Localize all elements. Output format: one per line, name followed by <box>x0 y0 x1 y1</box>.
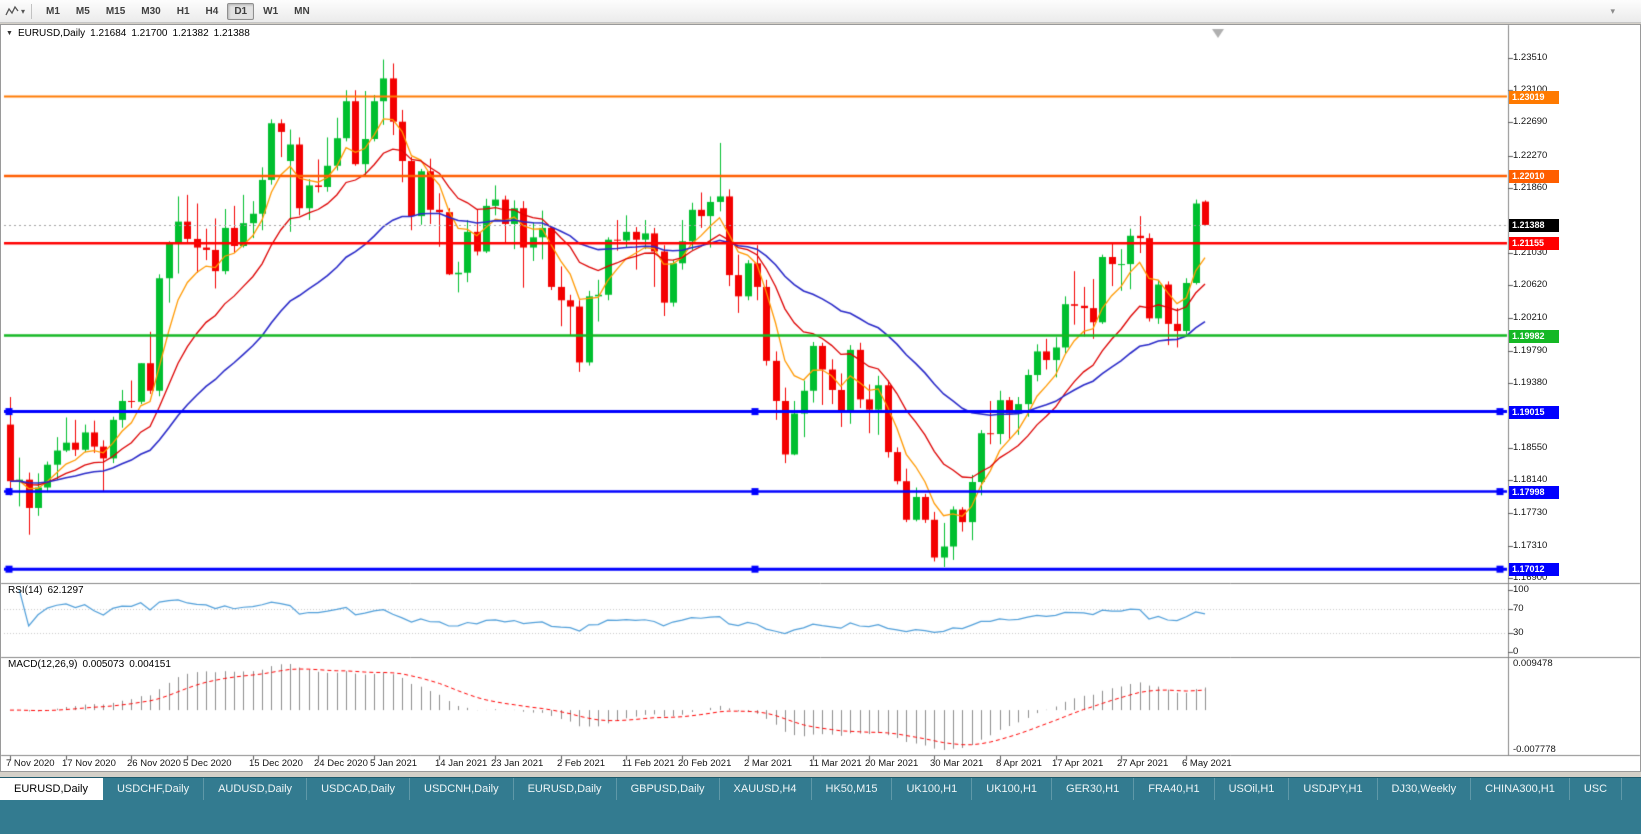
date-axis-label: 27 Apr 2021 <box>1117 758 1169 769</box>
date-axis-label: 20 Mar 2021 <box>865 758 919 769</box>
macd-axis-label-top: 0.009478 <box>1513 658 1553 669</box>
timeframe-button-m5[interactable]: M5 <box>75 5 90 17</box>
macd-indicator-title: MACD(12,26,9) 0.005073 0.004151 <box>8 659 176 670</box>
price-axis-label: 1.19790 <box>1513 345 1548 356</box>
timeframe-button-m1[interactable]: M1 <box>46 5 60 17</box>
date-axis-label: 17 Apr 2021 <box>1052 758 1104 769</box>
date-axis-label: 17 Nov 2020 <box>62 758 116 769</box>
date-axis-label: 23 Jan 2021 <box>491 758 544 769</box>
chart-tab-gbpusd-daily[interactable]: GBPUSD,Daily <box>617 778 720 800</box>
hline-price-badge: 1.23019 <box>1509 90 1559 104</box>
chart-tab-audusd-daily[interactable]: AUDUSD,Daily <box>204 778 308 800</box>
chart-low: 1.21382 <box>172 28 209 39</box>
timeframe-button-d1[interactable]: D1 <box>227 2 255 20</box>
date-axis-label: 2 Feb 2021 <box>557 758 606 769</box>
date-axis-label: 11 Mar 2021 <box>809 758 862 769</box>
chart-tab-ger30-h1[interactable]: GER30,H1 <box>1052 778 1135 800</box>
chart-tab-usc[interactable]: USC <box>1570 778 1623 800</box>
toolbar-separator <box>31 3 33 19</box>
chart-tab-china300-h1[interactable]: CHINA300,H1 <box>1471 778 1570 800</box>
chart-symbol-period: EURUSD,Daily <box>17 28 86 39</box>
one-click-trading-arrow[interactable]: ▼ <box>6 30 13 37</box>
timeframe-button-h1[interactable]: H1 <box>176 5 190 17</box>
price-axis-label: 1.20210 <box>1513 312 1548 323</box>
chart-tab-eurusd-daily[interactable]: EURUSD,Daily <box>514 778 617 800</box>
date-axis-label: 6 May 2021 <box>1182 758 1232 769</box>
chart-type-icon[interactable] <box>5 5 20 18</box>
toolbar: ▾ M1 M5 M15 M30 H1 H4 D1 W1 MN ▾ <box>0 0 1641 23</box>
chart-tab-usdchf-daily[interactable]: USDCHF,Daily <box>103 778 205 800</box>
date-axis-label: 20 Feb 2021 <box>678 758 732 769</box>
price-axis-label: 1.23510 <box>1513 52 1548 63</box>
date-axis-label: 30 Mar 2021 <box>930 758 984 769</box>
chart-title: ▼ EURUSD,Daily 1.21684 1.21700 1.21382 1.2138… <box>6 28 255 39</box>
timeframe-button-h4[interactable]: H4 <box>205 5 219 17</box>
price-axis-label: 1.18550 <box>1513 442 1548 453</box>
timeframe-button-m30[interactable]: M30 <box>141 5 161 17</box>
hline-price-badge: 1.22010 <box>1509 169 1559 183</box>
macd-value-signal: 0.004151 <box>129 659 171 670</box>
hline-price-badge: 1.19015 <box>1509 405 1559 419</box>
chart-tab-eurusd-daily[interactable]: EURUSD,Daily <box>0 778 103 800</box>
rsi-axis-label: 30 <box>1513 627 1524 638</box>
price-axis-label: 1.21860 <box>1513 182 1548 193</box>
chart-tab-uk100-h1[interactable]: UK100,H1 <box>972 778 1053 800</box>
price-axis-label: 1.22690 <box>1513 116 1548 127</box>
price-axis-label: 1.18140 <box>1513 474 1548 485</box>
toolbar-overflow-icon[interactable]: ▾ <box>1610 5 1615 16</box>
date-axis-label: 2 Mar 2021 <box>744 758 793 769</box>
date-axis-label: 14 Jan 2021 <box>435 758 488 769</box>
price-axis-label: 1.16900 <box>1513 572 1548 583</box>
timeframe-button-m15[interactable]: M15 <box>105 5 126 17</box>
current-price-badge: 1.21388 <box>1509 218 1559 232</box>
chart-tab-hk50-m15[interactable]: HK50,M15 <box>812 778 893 800</box>
chart-tab-usoil-h1[interactable]: USOil,H1 <box>1215 778 1290 800</box>
date-axis-label: 5 Jan 2021 <box>370 758 418 769</box>
chart-open: 1.21684 <box>90 28 127 39</box>
date-axis-label: 7 Nov 2020 <box>6 758 55 769</box>
rsi-indicator-title: RSI(14) 62.1297 <box>8 585 89 596</box>
date-axis-label: 15 Dec 2020 <box>249 758 303 769</box>
chart-canvas[interactable] <box>0 24 1641 774</box>
timeframe-toolbar: M1 M5 M15 M30 H1 H4 D1 W1 MN <box>38 2 318 20</box>
price-axis-label: 1.17730 <box>1513 507 1548 518</box>
price-axis-label: 1.22270 <box>1513 150 1548 161</box>
chart-tab-dj30-weekly[interactable]: DJ30,Weekly <box>1378 778 1472 800</box>
hline-price-badge: 1.21155 <box>1509 236 1559 250</box>
chart-tab-bar: EURUSD,Daily USDCHF,Daily AUDUSD,Daily USDC… <box>0 777 1641 834</box>
price-axis-label: 1.20620 <box>1513 279 1548 290</box>
chart-type-dropdown-arrow[interactable]: ▾ <box>21 6 26 16</box>
chart-tab-xauusd-h4[interactable]: XAUUSD,H4 <box>720 778 812 800</box>
price-axis-label: 1.23100 <box>1513 84 1548 95</box>
chart-close: 1.21388 <box>213 28 250 39</box>
date-axis-label: 26 Nov 2020 <box>127 758 181 769</box>
timeframe-button-w1[interactable]: W1 <box>263 5 279 17</box>
rsi-axis-label: 0 <box>1513 646 1519 657</box>
chart-tab-usdcad-daily[interactable]: USDCAD,Daily <box>307 778 411 800</box>
price-axis-label: 1.21030 <box>1513 247 1548 258</box>
chart-tab-fra40-h1[interactable]: FRA40,H1 <box>1134 778 1215 800</box>
date-axis-label: 5 Dec 2020 <box>183 758 232 769</box>
chart-tab-usdcnh-daily[interactable]: USDCNH,Daily <box>410 778 514 800</box>
chart-tab-usdjpy-h1[interactable]: USDJPY,H1 <box>1289 778 1378 800</box>
rsi-value: 62.1297 <box>47 585 84 596</box>
rsi-axis-label: 100 <box>1513 584 1529 595</box>
price-axis-label: 1.19380 <box>1513 377 1548 388</box>
hline-price-badge: 1.17998 <box>1509 485 1559 499</box>
rsi-axis-label: 70 <box>1513 603 1524 614</box>
macd-axis-label-bottom: -0.007778 <box>1513 744 1556 755</box>
chart-tab-uk100-h1[interactable]: UK100,H1 <box>892 778 973 800</box>
macd-name: MACD(12,26,9) <box>8 659 78 670</box>
hline-price-badge: 1.17012 <box>1509 562 1559 576</box>
rsi-name: RSI(14) <box>8 585 43 596</box>
date-axis-label: 8 Apr 2021 <box>996 758 1042 769</box>
hline-price-badge: 1.19982 <box>1509 329 1559 343</box>
chart-high: 1.21700 <box>131 28 168 39</box>
date-axis-label: 24 Dec 2020 <box>314 758 368 769</box>
price-axis-label: 1.17310 <box>1513 540 1548 551</box>
date-axis-label: 11 Feb 2021 <box>622 758 675 769</box>
chart-tabs: EURUSD,Daily USDCHF,Daily AUDUSD,Daily USDC… <box>0 778 1641 800</box>
macd-value-main: 0.005073 <box>82 659 125 670</box>
timeframe-button-mn[interactable]: MN <box>294 5 310 17</box>
